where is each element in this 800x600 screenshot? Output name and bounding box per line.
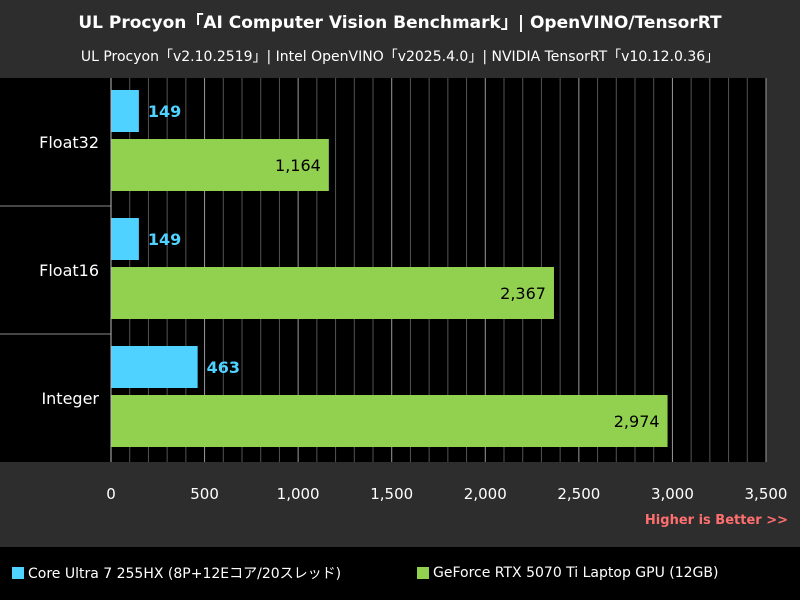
- value-label-cpu: 149: [148, 102, 181, 121]
- chart-subtitle: UL Procyon「v2.10.2519」| Intel OpenVINO「v…: [80, 49, 720, 65]
- value-label-cpu: 463: [207, 358, 240, 377]
- bar-gpu: [111, 267, 554, 319]
- bars: [111, 90, 668, 447]
- chart-title: UL Procyon「AI Computer Vision Benchmark」…: [78, 13, 722, 33]
- bar-gpu: [111, 395, 668, 447]
- higher-is-better-note: Higher is Better >>: [644, 513, 788, 528]
- value-label-cpu: 149: [148, 230, 181, 249]
- legend-item-gpu: GeForce RTX 5070 Ti Laptop GPU (12GB): [417, 563, 718, 583]
- bar-gpu: [111, 139, 329, 191]
- x-tick-label: 2,000: [464, 485, 507, 503]
- category-label: Integer: [41, 389, 99, 408]
- x-tick-label: 3,500: [745, 485, 788, 503]
- category-label: Float16: [39, 261, 99, 280]
- legend-swatch-gpu: [417, 567, 429, 579]
- x-tick-label: 1,000: [277, 485, 320, 503]
- value-labels: 149 1,164 149 2,367 463 2,974: [148, 102, 660, 431]
- category-labels: Float32 Float16 Integer: [39, 133, 99, 408]
- value-label-gpu: 2,974: [614, 412, 660, 431]
- value-label-gpu: 1,164: [275, 156, 321, 175]
- legend-item-cpu: Core Ultra 7 255HX (8P+12Eコア/20スレッド): [12, 563, 341, 583]
- value-label-gpu: 2,367: [500, 284, 546, 303]
- x-tick-label: 2,500: [557, 485, 600, 503]
- legend: Core Ultra 7 255HX (8P+12Eコア/20スレッド) GeF…: [0, 547, 800, 600]
- bar-cpu: [111, 218, 139, 260]
- category-label: Float32: [39, 133, 99, 152]
- x-tick-label: 3,000: [651, 485, 694, 503]
- legend-swatch-cpu: [12, 567, 24, 579]
- x-tick-labels: 0 500 1,000 1,500 2,000 2,500 3,000 3,500: [106, 485, 787, 503]
- x-tick-label: 500: [190, 485, 219, 503]
- legend-label-gpu: GeForce RTX 5070 Ti Laptop GPU (12GB): [433, 565, 719, 581]
- legend-label-cpu: Core Ultra 7 255HX (8P+12Eコア/20スレッド): [28, 566, 342, 582]
- category-separators: [0, 78, 112, 462]
- bar-cpu: [111, 346, 198, 388]
- bar-cpu: [111, 90, 139, 132]
- x-tick-label: 0: [106, 485, 116, 503]
- x-tick-label: 1,500: [370, 485, 413, 503]
- bar-chart: Float32 Float16 Integer 149 1,164 149 2,367 46…: [0, 78, 787, 503]
